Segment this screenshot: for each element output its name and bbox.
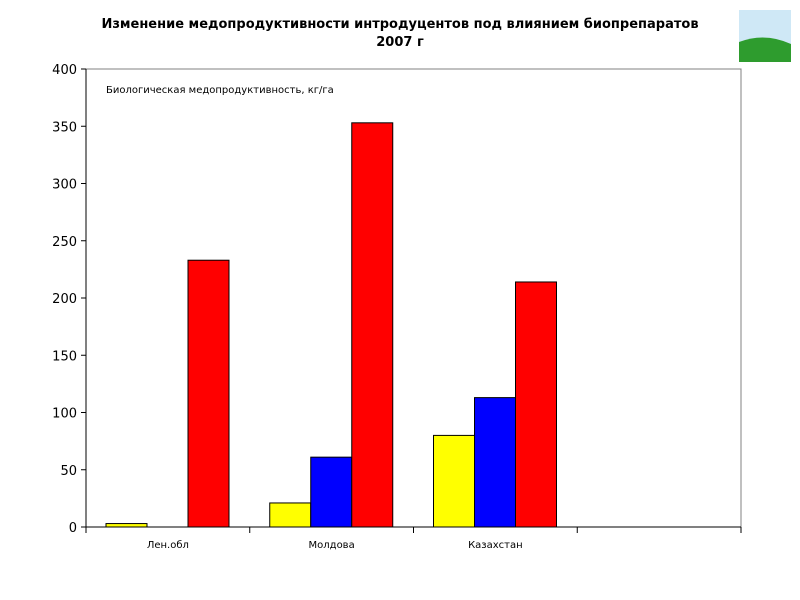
chart-subtitle: 2007 г [376, 35, 424, 50]
bar [269, 502, 312, 528]
y-tick-label: 0 [69, 521, 77, 536]
bar [105, 523, 148, 528]
y-tick-label: 400 [52, 63, 77, 78]
y-tick-label: 100 [52, 407, 77, 422]
bar [310, 456, 353, 528]
y-tick-label: 150 [52, 349, 77, 364]
bar [187, 259, 230, 528]
chart-title: Изменение медопродуктивности интродуцент… [101, 17, 699, 32]
y-tick-label: 300 [52, 178, 77, 193]
y-tick-label: 50 [60, 464, 77, 479]
y-tick-label: 200 [52, 292, 77, 307]
chart-annotation: Биологическая медопродуктивность, кг/га [106, 85, 334, 96]
landscape-logo-icon [739, 10, 791, 62]
bar [474, 397, 516, 528]
bar [515, 281, 557, 528]
plot-area [85, 68, 742, 528]
bar [433, 434, 475, 528]
y-tick-label: 250 [52, 235, 77, 250]
x-tick-label: Молдова [309, 540, 355, 551]
y-tick-label: 350 [52, 120, 77, 135]
bar [351, 122, 394, 528]
x-tick-label: Казахстан [468, 540, 523, 551]
x-tick-label: Лен.обл [147, 540, 189, 551]
